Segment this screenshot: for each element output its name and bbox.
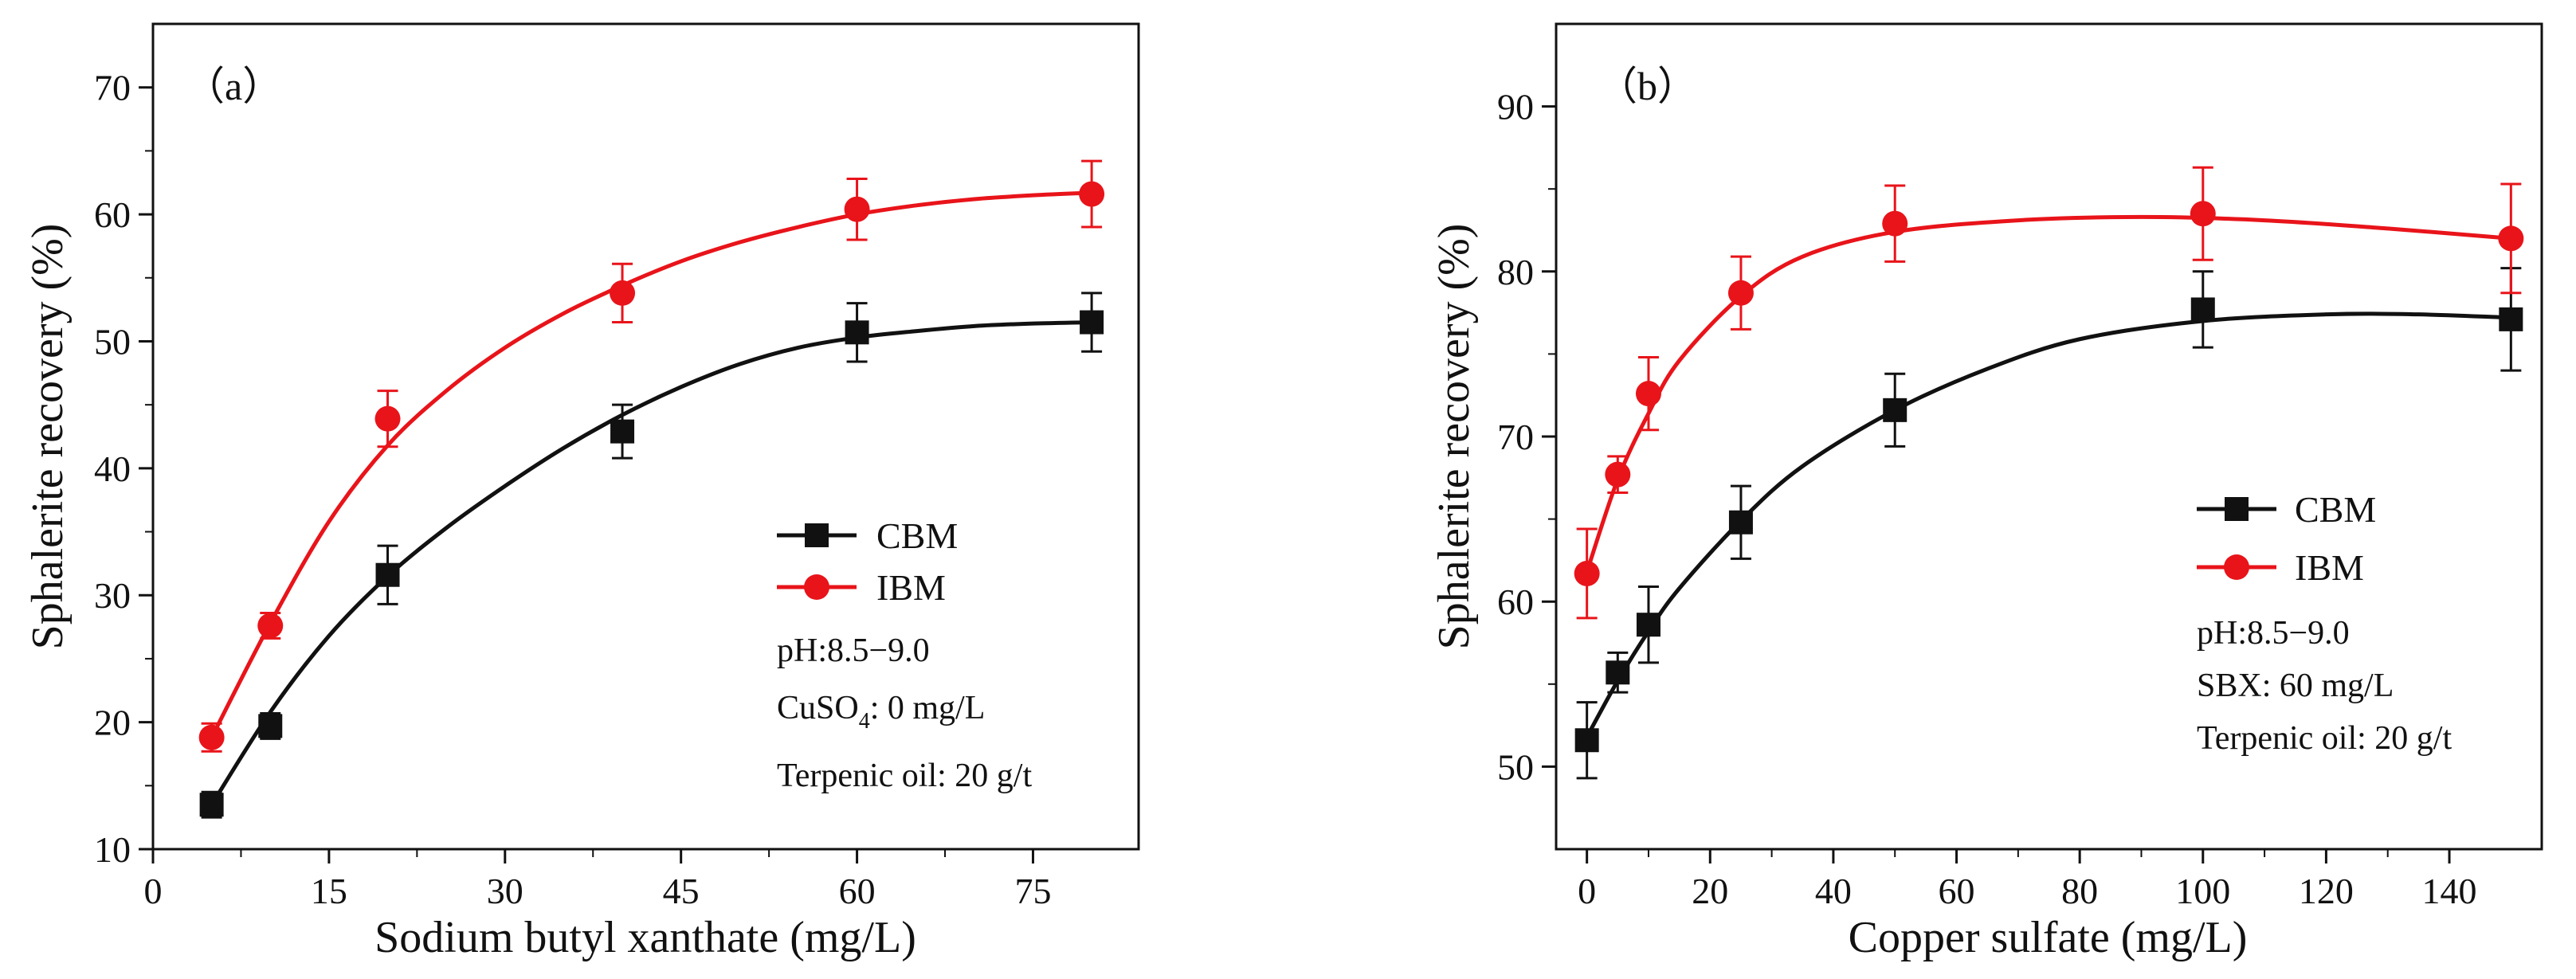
- point-cbm-a-5: [1080, 310, 1104, 335]
- legend-a: CBM IBM: [777, 515, 958, 608]
- point-ibm-a-5: [1079, 181, 1105, 207]
- point-cbm-a-3: [610, 419, 635, 444]
- fit-curve-cbm-a: [210, 320, 1092, 806]
- x-tick-label-b-2: 40: [1815, 871, 1852, 911]
- y-tick-label-a-5: 60: [94, 194, 131, 235]
- legend-item-ibm-b: IBM: [2197, 547, 2364, 588]
- point-ibm-b-1: [1605, 461, 1631, 488]
- plot-frame-a: [151, 22, 1140, 851]
- legend-label-ibm-b: IBM: [2295, 547, 2364, 588]
- point-cbm-b-0: [1574, 728, 1599, 753]
- x-tick-label-b-5: 100: [2175, 871, 2230, 911]
- y-tick-label-b-1: 60: [1497, 582, 1534, 622]
- y-axis-label-b: Sphalerite recovery (%): [1429, 224, 1479, 650]
- y-tick-label-a-3: 40: [94, 448, 131, 489]
- legend-marker-ibm-a: [804, 574, 829, 600]
- point-cbm-a-2: [375, 562, 400, 587]
- fit-curves-b: [1585, 214, 2511, 738]
- legend-label-ibm-a: IBM: [876, 567, 946, 608]
- x-ticks-a: 0 15 30 45 60 75: [144, 849, 1051, 911]
- x-axis-label-b: Copper sulfate (mg/L): [1849, 913, 2248, 962]
- panel-label-b: （b）: [1598, 64, 1697, 108]
- point-ibm-a-0: [198, 724, 225, 750]
- point-ibm-a-4: [844, 196, 870, 222]
- y-tick-label-a-6: 70: [94, 68, 131, 108]
- x-tick-label-b-7: 140: [2422, 871, 2477, 911]
- legend-label-cbm-a: CBM: [876, 515, 958, 556]
- panel-label-a: （a）: [185, 64, 282, 108]
- legend-item-cbm-a: CBM: [777, 515, 958, 556]
- y-axis-label-a: Sphalerite recovery (%): [23, 224, 73, 650]
- x-tick-label-b-3: 60: [1939, 871, 1975, 911]
- point-ibm-a-2: [374, 405, 401, 432]
- annotation-ph-b: pH:8.5−9.0: [2197, 615, 2350, 652]
- y-tick-label-b-2: 70: [1497, 417, 1534, 457]
- point-cbm-a-1: [258, 714, 283, 738]
- point-cbm-a-4: [845, 320, 869, 345]
- y-tick-label-a-0: 10: [94, 829, 131, 870]
- y-tick-label-a-1: 20: [94, 703, 131, 743]
- legend-label-cbm-b: CBM: [2295, 489, 2376, 530]
- x-tick-label-a-3: 45: [663, 871, 700, 911]
- chart-panel-a: 0 15 30 45 60 75 10 20 30 40 50 60 70 （a） Sodium bu…: [23, 22, 1140, 962]
- point-ibm-b-6: [2498, 225, 2524, 252]
- point-cbm-b-3: [1728, 510, 1753, 535]
- y-ticks-a: 10 20 30 40 50 60 70: [94, 68, 153, 870]
- x-ticks-b: 0 20 40 60 80 100 120 140: [1578, 849, 2477, 911]
- x-tick-label-b-4: 80: [2061, 871, 2098, 911]
- data-points-a: [198, 181, 1105, 817]
- fit-curve-ibm-a: [210, 190, 1092, 738]
- legend-marker-ibm-b: [2224, 554, 2249, 580]
- y-tick-label-b-0: 50: [1497, 746, 1534, 787]
- x-tick-label-a-1: 15: [311, 871, 347, 911]
- point-ibm-b-5: [2190, 201, 2216, 227]
- point-cbm-b-4: [1883, 397, 1907, 422]
- point-ibm-b-4: [1882, 210, 1908, 237]
- x-axis-label-a: Sodium butyl xanthate (mg/L): [374, 913, 916, 962]
- chart-panel-b: 0 20 40 60 80 100 120 140 50 60 70 80 90 （b） Copper…: [1429, 22, 2543, 962]
- x-tick-label-b-6: 120: [2299, 871, 2354, 911]
- y-tick-label-a-2: 30: [94, 575, 131, 616]
- data-points-b: [1574, 201, 2524, 753]
- x-tick-label-a-0: 0: [144, 871, 163, 911]
- annotation-cuso4-a: CuSO4: 0 mg/L: [777, 690, 985, 734]
- legend-item-ibm-a: IBM: [777, 567, 946, 608]
- x-tick-label-b-1: 20: [1692, 871, 1728, 911]
- annotation-ph-a: pH:8.5−9.0: [777, 632, 930, 669]
- point-ibm-b-2: [1635, 381, 1661, 407]
- annotation-sbx-b: SBX: 60 mg/L: [2197, 668, 2394, 704]
- point-cbm-b-5: [2190, 297, 2215, 322]
- y-tick-label-b-4: 90: [1497, 87, 1534, 127]
- x-tick-label-a-5: 75: [1014, 871, 1051, 911]
- x-tick-label-a-4: 60: [839, 871, 876, 911]
- point-ibm-b-3: [1727, 280, 1754, 306]
- y-ticks-b: 50 60 70 80 90: [1497, 87, 1556, 787]
- legend-marker-cbm-a: [805, 523, 829, 547]
- legend-b: CBM IBM: [2197, 489, 2376, 588]
- annotation-terpenic-a: Terpenic oil: 20 g/t: [777, 758, 1032, 794]
- annotation-terpenic-b: Terpenic oil: 20 g/t: [2197, 720, 2452, 757]
- x-tick-label-b-0: 0: [1578, 871, 1596, 911]
- point-cbm-a-0: [199, 793, 224, 817]
- point-cbm-b-6: [2499, 307, 2523, 331]
- point-ibm-b-0: [1574, 560, 1600, 586]
- point-ibm-a-3: [610, 280, 636, 306]
- point-cbm-b-2: [1636, 613, 1660, 637]
- legend-marker-cbm-b: [2225, 497, 2249, 521]
- y-tick-label-a-4: 50: [94, 321, 131, 362]
- point-ibm-a-1: [257, 613, 284, 639]
- y-tick-label-b-3: 80: [1497, 252, 1534, 292]
- x-tick-label-a-2: 30: [487, 871, 523, 911]
- point-cbm-b-1: [1606, 660, 1630, 685]
- legend-item-cbm-b: CBM: [2197, 489, 2376, 530]
